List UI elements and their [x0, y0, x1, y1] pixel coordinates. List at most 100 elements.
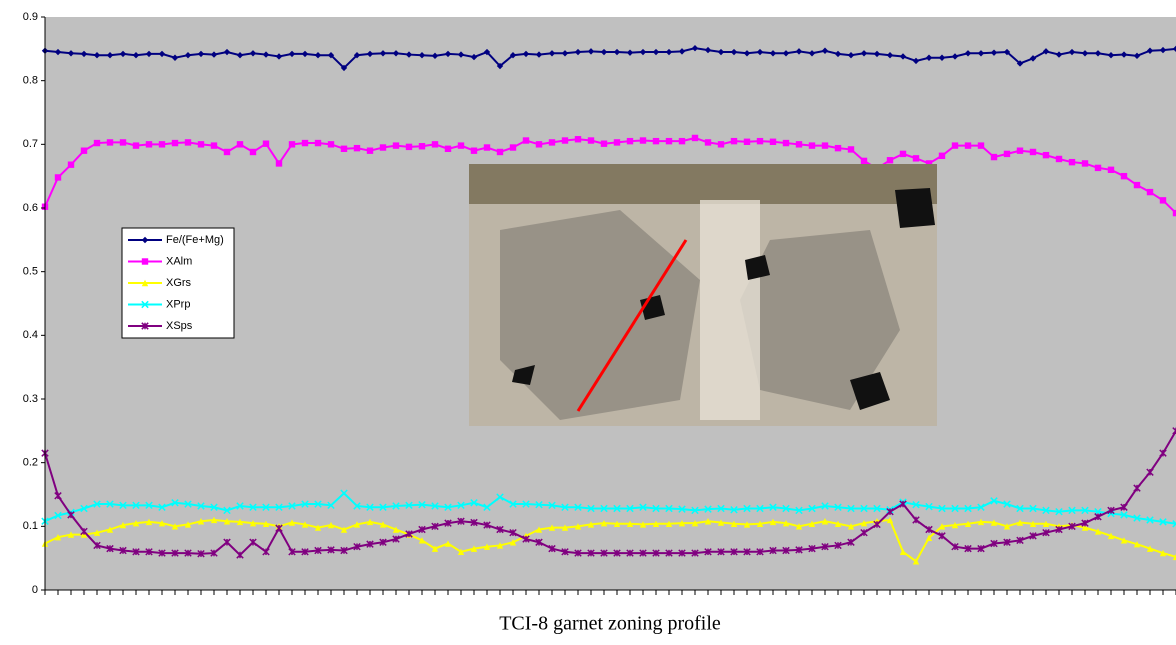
- point: [640, 137, 646, 143]
- point: [94, 140, 100, 146]
- photo-region: [469, 164, 937, 204]
- point: [341, 146, 347, 152]
- point: [172, 140, 178, 146]
- point: [432, 141, 438, 147]
- point: [146, 141, 152, 147]
- page: {"chart_data": {"type": "line", "title":…: [0, 0, 1176, 640]
- point: [120, 139, 126, 145]
- point: [1095, 165, 1101, 171]
- point: [237, 141, 243, 147]
- point: [289, 141, 295, 147]
- point: [367, 148, 373, 154]
- point: [744, 139, 750, 145]
- point: [913, 155, 919, 161]
- point: [796, 141, 802, 147]
- point: [510, 144, 516, 150]
- point: [900, 151, 906, 157]
- point: [1082, 160, 1088, 166]
- point: [1147, 189, 1153, 195]
- chart-title: TCI-8 garnet zoning profile: [499, 613, 721, 635]
- y-tick-label: 0.4: [23, 329, 38, 341]
- y-tick-label: 0.9: [23, 11, 38, 23]
- point: [276, 160, 282, 166]
- point: [783, 140, 789, 146]
- point: [952, 142, 958, 148]
- point: [679, 138, 685, 144]
- point: [211, 142, 217, 148]
- point: [1017, 148, 1023, 154]
- point: [575, 136, 581, 142]
- point: [965, 142, 971, 148]
- y-tick-label: 0: [32, 584, 38, 596]
- point: [419, 143, 425, 149]
- point: [302, 140, 308, 146]
- point: [1069, 159, 1075, 165]
- point: [224, 149, 230, 155]
- y-tick-label: 0.5: [23, 266, 38, 278]
- point: [1043, 152, 1049, 158]
- point: [731, 138, 737, 144]
- point: [887, 157, 893, 163]
- point: [458, 142, 464, 148]
- point: [55, 174, 61, 180]
- legend-marker: [142, 258, 148, 264]
- point: [81, 148, 87, 154]
- point: [757, 138, 763, 144]
- point: [315, 140, 321, 146]
- y-tick-label: 0.7: [23, 138, 38, 150]
- point: [263, 140, 269, 146]
- point: [406, 144, 412, 150]
- legend-label: XPrp: [166, 298, 190, 310]
- point: [848, 146, 854, 152]
- point: [588, 137, 594, 143]
- point: [1121, 173, 1127, 179]
- point: [835, 145, 841, 151]
- point: [770, 139, 776, 145]
- point: [107, 139, 113, 145]
- point: [445, 146, 451, 152]
- point: [133, 142, 139, 148]
- inset-photo: [469, 164, 937, 426]
- y-tick-label: 0.3: [23, 393, 38, 405]
- point: [393, 142, 399, 148]
- point: [718, 141, 724, 147]
- point: [159, 141, 165, 147]
- point: [497, 149, 503, 155]
- point: [68, 162, 74, 168]
- point: [627, 138, 633, 144]
- y-tick-label: 0.6: [23, 202, 38, 214]
- point: [1056, 156, 1062, 162]
- legend-label: XGrs: [166, 277, 192, 289]
- point: [328, 141, 334, 147]
- point: [809, 142, 815, 148]
- point: [523, 137, 529, 143]
- point: [991, 154, 997, 160]
- point: [536, 141, 542, 147]
- point: [666, 138, 672, 144]
- point: [601, 140, 607, 146]
- point: [614, 139, 620, 145]
- photo-grain: [895, 188, 935, 228]
- point: [198, 141, 204, 147]
- y-tick-label: 0.2: [23, 457, 38, 469]
- point: [822, 142, 828, 148]
- point: [380, 144, 386, 150]
- photo-region: [700, 200, 760, 420]
- point: [562, 137, 568, 143]
- point: [549, 139, 555, 145]
- point: [185, 139, 191, 145]
- legend: Fe/(Fe+Mg)XAlmXGrsXPrpXSps: [122, 228, 234, 338]
- point: [471, 148, 477, 154]
- legend-label: Fe/(Fe+Mg): [166, 234, 224, 246]
- point: [1108, 167, 1114, 173]
- point: [653, 138, 659, 144]
- point: [861, 158, 867, 164]
- chart: Fe/(Fe+Mg)XAlmXGrsXPrpXSps TCI-8 garnet …: [0, 0, 1176, 640]
- point: [1134, 182, 1140, 188]
- y-tick-label: 0.8: [23, 75, 38, 87]
- legend-label: XAlm: [166, 255, 192, 267]
- point: [354, 145, 360, 151]
- point: [1004, 151, 1010, 157]
- point: [692, 135, 698, 141]
- point: [1160, 197, 1166, 203]
